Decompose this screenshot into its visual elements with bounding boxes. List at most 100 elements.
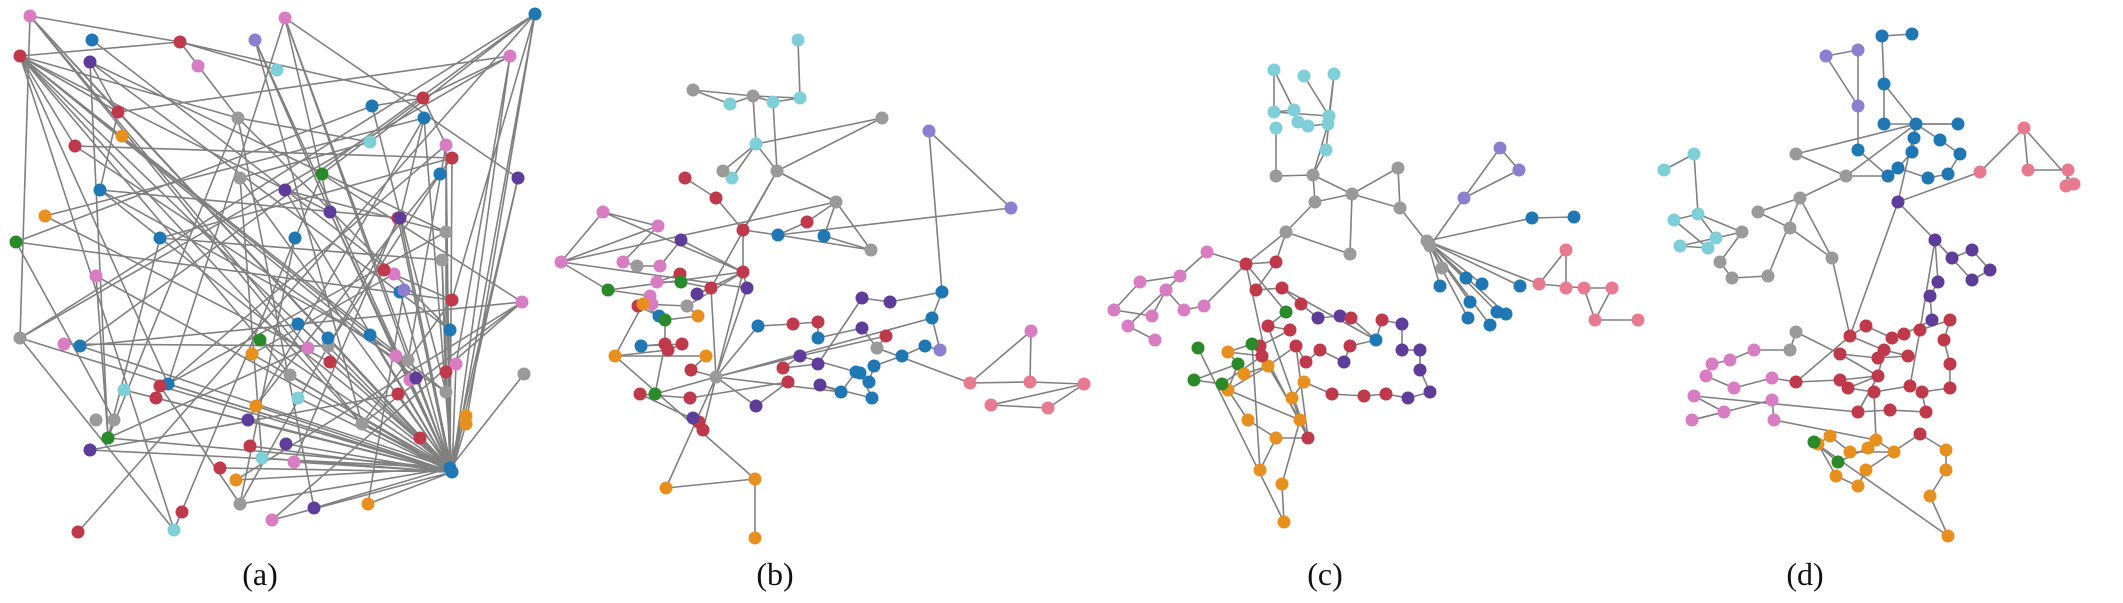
graph-edge: [715, 317, 933, 378]
graph-node: [241, 413, 255, 427]
graph-node: [1343, 247, 1357, 261]
graph-node: [1807, 435, 1821, 449]
panel-c-nodes: [1107, 63, 1645, 529]
graph-node: [1783, 343, 1797, 357]
graph-edge: [247, 419, 453, 473]
graph-edge: [1426, 240, 1491, 326]
graph-node: [89, 413, 103, 427]
graph-edge: [1881, 35, 1885, 85]
graph-node: [2061, 163, 2075, 177]
graph-node: [1765, 371, 1779, 385]
graph-node: [658, 313, 672, 327]
graph-edge: [117, 55, 511, 113]
graph-node: [1831, 455, 1845, 469]
graph-node: [1588, 313, 1602, 327]
graph-edge: [79, 345, 451, 469]
graph-edge: [755, 381, 789, 407]
graph-node: [1215, 377, 1229, 391]
graph-edge: [715, 271, 744, 378]
graph-node: [1901, 349, 1915, 363]
graph-node: [1559, 243, 1573, 257]
graph-node: [935, 285, 949, 299]
graph-node: [1493, 141, 1507, 155]
graph-node: [817, 229, 831, 243]
graph-node: [83, 55, 97, 69]
graph-node: [1283, 323, 1297, 337]
graph-node: [933, 343, 947, 357]
graph-node: [1735, 225, 1749, 239]
graph-edge: [689, 381, 789, 399]
graph-node: [1783, 221, 1797, 235]
graph-node: [93, 183, 107, 197]
graph-edge: [1426, 240, 1469, 319]
graph-node: [1237, 367, 1251, 381]
graph-edge: [451, 363, 457, 473]
graph-node: [813, 378, 827, 392]
graph-node: [1841, 381, 1855, 395]
graph-node: [1789, 325, 1803, 339]
graph-node: [291, 317, 305, 331]
graph-node: [315, 167, 329, 181]
graph-node: [684, 363, 698, 377]
graph-edge: [1799, 175, 1847, 199]
graph-node: [690, 287, 704, 301]
graph-node: [439, 385, 453, 399]
graph-node: [1939, 443, 1953, 457]
graph-edge: [29, 15, 181, 43]
graph-node: [1725, 271, 1739, 285]
graph-edge: [928, 130, 943, 293]
graph-node: [1687, 389, 1701, 403]
graph-edge: [327, 337, 451, 469]
panel-c-edges: [1113, 69, 1638, 523]
graph-edge: [1897, 201, 1936, 241]
graph-node: [1004, 201, 1018, 215]
graph-node: [13, 49, 27, 63]
graph-edge: [19, 55, 511, 339]
graph-edge: [15, 241, 453, 301]
graph-node: [855, 321, 869, 335]
graph-edge: [692, 89, 754, 97]
graph-node: [1463, 295, 1477, 309]
graph-node: [1148, 333, 1162, 347]
graph-edge: [167, 231, 447, 385]
graph-edge: [799, 335, 887, 357]
graph-edge: [692, 89, 731, 105]
graph-edge: [1227, 389, 1301, 421]
graph-node: [1701, 241, 1715, 255]
graph-edge: [1463, 169, 1520, 199]
graph-edge: [1845, 123, 1917, 177]
graph-node: [1121, 319, 1135, 333]
graph-edge: [1285, 231, 1351, 255]
graph-edge: [89, 61, 109, 439]
graph-node: [1945, 251, 1959, 265]
graph-node: [1277, 515, 1291, 529]
graph-edge: [731, 143, 757, 179]
graph-node: [1269, 431, 1283, 445]
graph-node: [680, 299, 694, 313]
graph-node: [686, 411, 700, 425]
graph-edge: [1789, 227, 1833, 259]
graph-edge: [1281, 419, 1301, 485]
graph-node: [1877, 117, 1891, 131]
graph-edge: [259, 339, 451, 469]
graph-edge: [239, 467, 451, 505]
graph-edge: [1351, 193, 1401, 209]
graph-node: [1369, 333, 1383, 347]
graph-node: [231, 111, 245, 125]
graph-edge: [1897, 171, 1981, 203]
graph-edge: [560, 201, 837, 263]
graph-node: [1475, 277, 1489, 291]
graph-node: [1723, 353, 1737, 367]
graph-node: [1279, 305, 1293, 319]
graph-edge: [665, 376, 717, 489]
graph-edge: [1979, 127, 2025, 173]
graph-node: [1433, 279, 1447, 293]
graph-node: [740, 281, 754, 295]
graph-node: [2067, 177, 2081, 191]
graph-node: [1943, 381, 1957, 395]
graph-node: [248, 33, 262, 47]
graph-edge: [159, 157, 453, 239]
graph-node: [1851, 143, 1865, 157]
graph-node: [678, 171, 692, 185]
graph-edge: [254, 39, 363, 425]
